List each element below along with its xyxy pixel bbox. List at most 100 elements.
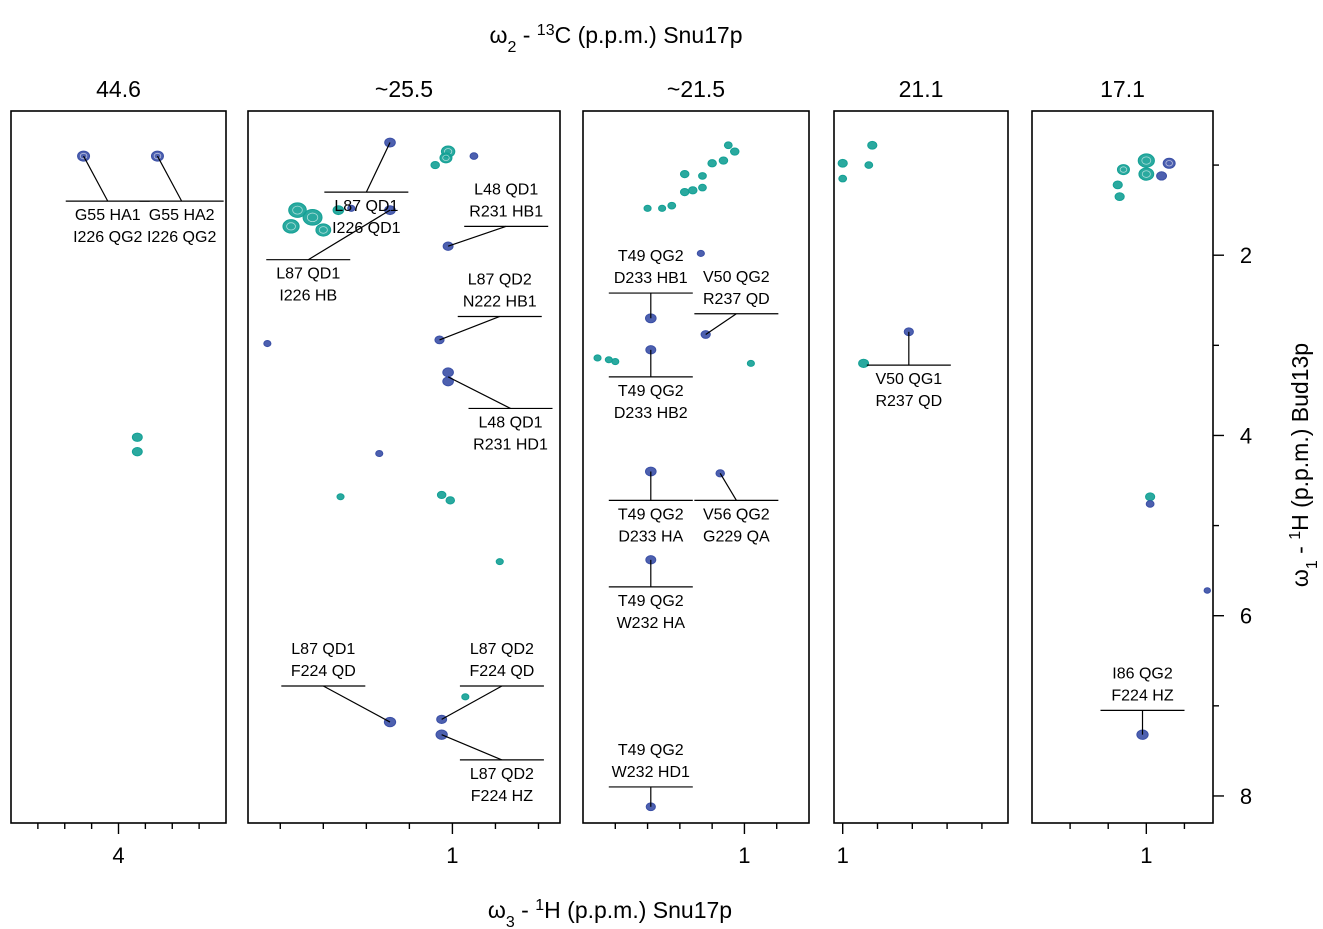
annotation-label: G55 HA2 [149, 207, 215, 224]
panel-1: 44.6 4 G55 HA1 I226 QG2 G55 HA2 I226 QG2 [10, 76, 227, 868]
annotation-label: T49 QG2 [618, 742, 684, 759]
peak-annotation: L87 QD1 I226 HB [266, 209, 391, 305]
peak [1156, 171, 1168, 181]
y-tick-label: 8 [1240, 784, 1252, 809]
annotation-label: I226 HB [279, 288, 337, 305]
annotation-leader [719, 473, 737, 501]
y-tick-label: 6 [1240, 604, 1252, 629]
peak [746, 359, 755, 367]
peak [436, 490, 447, 500]
annotation-label: G55 HA1 [75, 207, 141, 224]
annotation-label: N222 HB1 [463, 293, 537, 310]
peak-contour [442, 154, 450, 162]
peak [1112, 180, 1123, 190]
peak [867, 140, 878, 150]
peak [688, 186, 698, 195]
annotation-label: T49 QG2 [618, 506, 684, 523]
annotation-label: I226 QD1 [332, 220, 401, 237]
peak [1145, 492, 1156, 502]
y-axis-title: ω1 - 1H (p.p.m.) Bud13p [1287, 343, 1321, 587]
annotation-label: V56 QG2 [703, 506, 770, 523]
annotation-label: G229 QA [703, 528, 770, 545]
peak-annotation: L87 QD2 F224 HZ [441, 734, 544, 805]
y-tick-label: 4 [1240, 423, 1252, 448]
peak-annotation: T49 QG2 W232 HA [608, 559, 693, 632]
peak [718, 156, 729, 165]
panel-title: 17.1 [1100, 76, 1145, 102]
peak [461, 693, 470, 701]
panel-frame [582, 110, 810, 824]
peak [442, 367, 454, 378]
annotation-label: D233 HB1 [614, 270, 688, 287]
panel-title: 44.6 [96, 76, 141, 102]
peak-contour [318, 226, 328, 234]
peak-annotation: I86 QG2 F224 HZ [1100, 665, 1185, 735]
peak [698, 183, 707, 192]
peak [1162, 157, 1176, 169]
peak [263, 339, 272, 348]
peak [593, 354, 602, 362]
peak-annotation: T49 QG2 D233 HA [608, 471, 693, 545]
peak [1203, 587, 1211, 594]
peak [696, 249, 705, 257]
peak [658, 204, 667, 212]
peak [679, 169, 690, 179]
peak [445, 496, 456, 505]
annotation-leader [441, 734, 503, 761]
annotation-label: F224 HZ [471, 788, 533, 805]
annotation-label: V50 QG1 [875, 371, 942, 388]
peak [1138, 167, 1155, 181]
peak [729, 147, 740, 156]
peak-annotation: V56 QG2 G229 QA [694, 473, 779, 545]
x-tick-label: 4 [112, 843, 124, 868]
annotation-leader [307, 209, 391, 261]
peak [336, 493, 345, 501]
peak-contour [306, 212, 319, 223]
annotation-label: I86 QG2 [1112, 665, 1173, 682]
annotation-label: L87 QD1 [276, 266, 340, 283]
peak [858, 358, 870, 369]
peak-contour [79, 152, 88, 160]
panel-title: ~25.5 [375, 76, 433, 102]
peak-annotation: L87 QD1 F224 QD [281, 641, 391, 723]
x-tick-label: 1 [837, 843, 849, 868]
peak [288, 202, 307, 218]
peak-contour [292, 205, 303, 215]
peak-contour [1119, 166, 1128, 173]
peak [436, 714, 448, 725]
annotation-leader [705, 313, 737, 336]
annotation-label: L48 QD1 [478, 414, 542, 431]
peak [282, 219, 300, 234]
annotation-label: F224 QD [291, 663, 356, 680]
x-tick-label: 1 [738, 843, 750, 868]
peak [332, 205, 345, 216]
peak [1114, 192, 1125, 202]
peak-contour [1141, 156, 1152, 165]
peak-contour [153, 152, 162, 160]
peak [698, 172, 707, 180]
annotation-label: L87 QD1 [334, 198, 398, 215]
peak [131, 432, 143, 442]
annotation-leader [447, 225, 507, 247]
panel-frame [247, 110, 561, 824]
peak [495, 558, 504, 566]
annotation-label: V50 QG2 [703, 269, 770, 286]
annotation-label: L48 QD1 [474, 181, 538, 198]
peak [1145, 500, 1155, 508]
peak [1137, 153, 1155, 168]
annotation-label: T49 QG2 [618, 383, 684, 400]
annotation-label: L87 QD2 [468, 271, 532, 288]
annotation-leader [323, 685, 391, 723]
peak [611, 358, 620, 366]
peak-annotation: L87 QD1 I226 QD1 [324, 142, 409, 237]
annotation-label: R231 HB1 [469, 203, 543, 220]
peak [679, 188, 690, 197]
peak [430, 160, 440, 170]
annotation-label: L87 QD2 [470, 766, 534, 783]
y-tick-label: 2 [1240, 243, 1252, 268]
annotation-leader [447, 376, 511, 409]
annotation-leader [441, 685, 503, 720]
peak-contour [1141, 170, 1151, 178]
top-axis-title: ω2 - 13C (p.p.m.) Snu17p [489, 22, 742, 56]
